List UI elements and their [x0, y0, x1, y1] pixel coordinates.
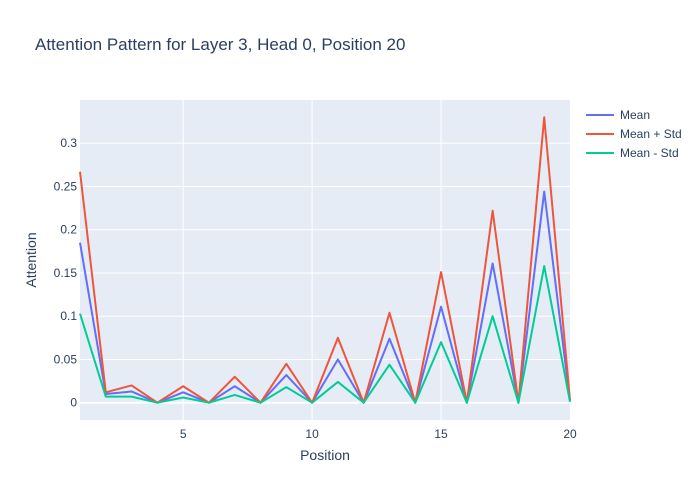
legend-item[interactable]: Mean — [586, 108, 650, 122]
x-axis-ticks: 5 10 15 20 — [180, 427, 577, 441]
x-tick-label: 20 — [563, 427, 577, 441]
y-axis-label: Attention — [23, 232, 39, 287]
y-tick-label: 0.3 — [60, 136, 77, 150]
legend-label: Mean + Std — [620, 127, 682, 141]
y-tick-label: 0.15 — [54, 266, 78, 280]
y-tick-label: 0.05 — [54, 352, 78, 366]
legend-label: Mean - Std — [620, 146, 679, 160]
y-tick-label: 0 — [70, 396, 77, 410]
y-tick-label: 0.25 — [54, 179, 78, 193]
y-tick-label: 0.2 — [60, 223, 77, 237]
x-axis-label: Position — [300, 447, 350, 463]
x-tick-label: 5 — [180, 427, 187, 441]
legend-item[interactable]: Mean - Std — [586, 146, 679, 160]
x-tick-label: 15 — [434, 427, 448, 441]
series-line-mean-std — [79, 116, 571, 404]
y-tick-label: 0.1 — [60, 309, 77, 323]
y-axis-ticks: 0 0.05 0.1 0.15 0.2 0.25 0.3 — [54, 136, 78, 409]
series-line-mean-std — [79, 265, 571, 404]
legend-label: Mean — [620, 108, 650, 122]
legend-item[interactable]: Mean + Std — [586, 127, 682, 141]
legend[interactable]: Mean Mean + Std Mean - Std — [586, 108, 682, 160]
x-tick-label: 10 — [305, 427, 319, 441]
plot-background — [80, 100, 570, 420]
chart-title: Attention Pattern for Layer 3, Head 0, P… — [35, 35, 405, 54]
series-lines — [79, 116, 571, 404]
